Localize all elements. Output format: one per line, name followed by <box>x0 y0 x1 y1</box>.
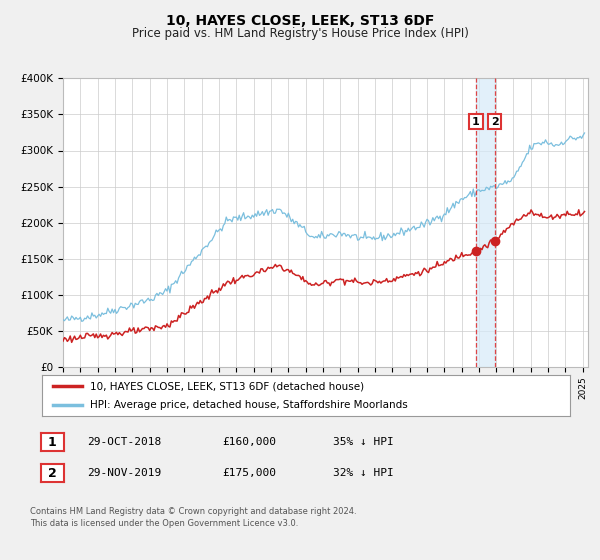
Text: HPI: Average price, detached house, Staffordshire Moorlands: HPI: Average price, detached house, Staf… <box>89 400 407 409</box>
Text: £160,000: £160,000 <box>222 437 276 447</box>
Text: 32% ↓ HPI: 32% ↓ HPI <box>333 468 394 478</box>
Text: Price paid vs. HM Land Registry's House Price Index (HPI): Price paid vs. HM Land Registry's House … <box>131 27 469 40</box>
Bar <box>476 78 495 367</box>
Text: 29-OCT-2018: 29-OCT-2018 <box>87 437 161 447</box>
Text: 35% ↓ HPI: 35% ↓ HPI <box>333 437 394 447</box>
Text: 2: 2 <box>48 466 56 480</box>
Text: 1: 1 <box>472 116 480 127</box>
Text: Contains HM Land Registry data © Crown copyright and database right 2024.: Contains HM Land Registry data © Crown c… <box>30 507 356 516</box>
Text: £175,000: £175,000 <box>222 468 276 478</box>
Text: 10, HAYES CLOSE, LEEK, ST13 6DF: 10, HAYES CLOSE, LEEK, ST13 6DF <box>166 14 434 28</box>
Text: This data is licensed under the Open Government Licence v3.0.: This data is licensed under the Open Gov… <box>30 519 298 528</box>
Text: 2: 2 <box>491 116 499 127</box>
Text: 10, HAYES CLOSE, LEEK, ST13 6DF (detached house): 10, HAYES CLOSE, LEEK, ST13 6DF (detache… <box>89 381 364 391</box>
Text: 1: 1 <box>48 436 56 449</box>
Text: 29-NOV-2019: 29-NOV-2019 <box>87 468 161 478</box>
